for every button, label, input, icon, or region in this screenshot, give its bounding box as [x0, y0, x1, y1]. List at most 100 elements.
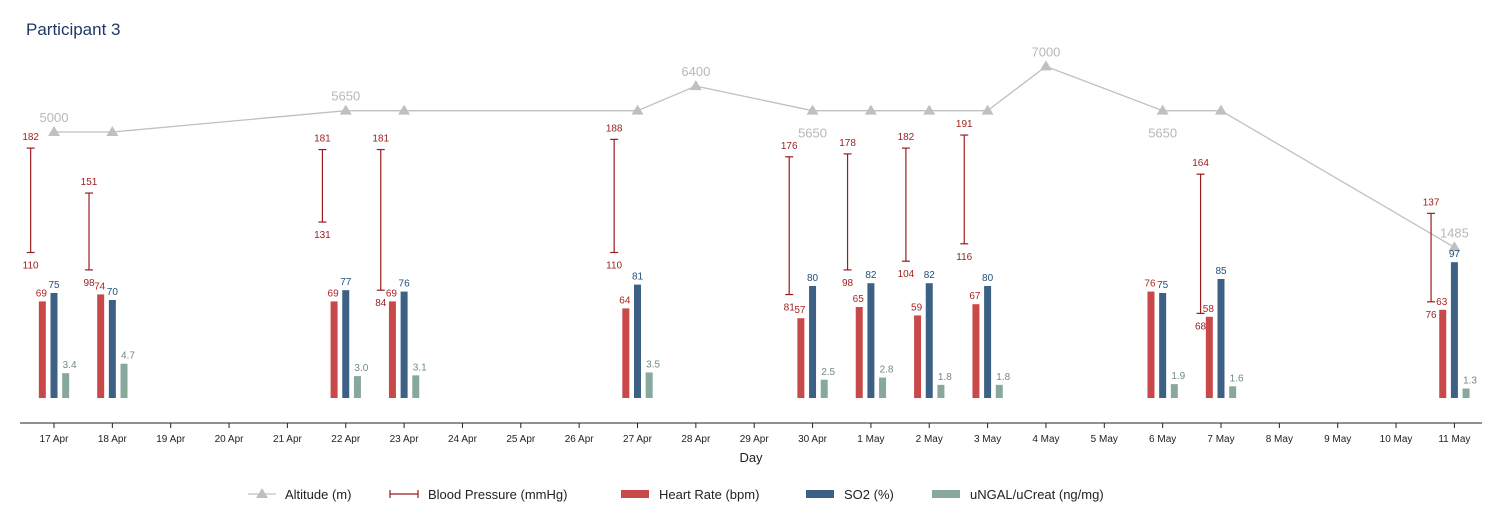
altitude-marker	[398, 104, 411, 115]
bar-so2	[1450, 262, 1458, 398]
bp-systolic-label: 151	[81, 177, 98, 188]
bar-value-label: 76	[399, 279, 411, 290]
bar-so2	[634, 284, 641, 398]
bp-diastolic-label: 110	[23, 261, 39, 272]
altitude-line	[54, 65, 1455, 248]
bp-systolic-label: 182	[22, 132, 39, 143]
x-tick-label: 30 Apr	[798, 434, 828, 445]
altitude-label: 5650	[798, 126, 827, 141]
bp-systolic-label: 182	[898, 132, 915, 143]
x-tick-label: 3 May	[974, 434, 1001, 445]
bar-value-label: 3.0	[354, 363, 368, 374]
bp-diastolic-label: 84	[375, 298, 387, 309]
altitude-label: 5650	[331, 89, 360, 104]
altitude-label: 5650	[1148, 126, 1177, 141]
bp-diastolic-label: 104	[898, 269, 915, 280]
bp-systolic-label: 188	[606, 123, 623, 134]
bar-heart-rate	[388, 301, 396, 398]
bar-ungal	[120, 363, 128, 398]
bar-value-label: 1.3	[1463, 376, 1477, 387]
legend-label: SO2 (%)	[844, 487, 894, 502]
chart-title: Participant 3	[26, 20, 121, 39]
x-tick-label: 4 May	[1032, 434, 1059, 445]
legend-swatch	[621, 490, 649, 498]
bar-value-label: 81	[632, 272, 644, 283]
x-tick-label: 23 Apr	[390, 434, 420, 445]
altitude-label: 6400	[681, 64, 710, 79]
altitude-marker	[923, 104, 936, 115]
bar-value-label: 69	[328, 288, 340, 299]
bar-ungal	[1462, 388, 1470, 398]
altitude-marker	[631, 104, 644, 115]
bar-so2	[867, 283, 875, 398]
bar-heart-rate	[855, 307, 863, 398]
altitude-marker	[981, 104, 994, 115]
x-tick-label: 7 May	[1207, 434, 1234, 445]
bp-diastolic-label: 98	[842, 278, 854, 289]
bp-systolic-label: 164	[1192, 158, 1209, 169]
bp-diastolic-label: 68	[1195, 321, 1207, 332]
bar-ungal	[645, 372, 653, 398]
bar-value-label: 75	[1157, 280, 1169, 291]
altitude-label: 7000	[1031, 44, 1060, 59]
bp-systolic-label: 176	[781, 141, 798, 152]
bar-value-label: 3.4	[63, 360, 77, 371]
bp-systolic-label: 191	[956, 119, 973, 130]
bar-value-label: 2.8	[880, 365, 894, 376]
bar-so2	[400, 291, 408, 398]
bar-ungal	[1229, 386, 1237, 398]
x-tick-label: 19 Apr	[156, 434, 186, 445]
legend-altitude-marker	[256, 488, 268, 498]
bp-diastolic-label: 110	[606, 261, 622, 272]
x-tick-label: 17 Apr	[40, 434, 70, 445]
bar-value-label: 85	[1215, 266, 1227, 277]
x-tick-label: 24 Apr	[448, 434, 478, 445]
x-tick-label: 26 Apr	[565, 434, 595, 445]
bp-diastolic-label: 76	[1425, 310, 1437, 321]
bar-so2	[984, 286, 992, 398]
bp-systolic-label: 137	[1423, 197, 1440, 208]
bar-value-label: 77	[340, 277, 352, 288]
legend-label: Blood Pressure (mmHg)	[428, 487, 567, 502]
bar-value-label: 65	[853, 294, 865, 305]
bar-value-label: 69	[386, 288, 398, 299]
bar-value-label: 1.9	[1171, 371, 1185, 382]
legend-label: Altitude (m)	[285, 487, 351, 502]
bar-heart-rate	[330, 301, 338, 398]
x-tick-label: 22 Apr	[331, 434, 361, 445]
bar-value-label: 3.5	[646, 359, 660, 370]
bar-value-label: 70	[107, 287, 119, 298]
bar-heart-rate	[1439, 309, 1447, 398]
bar-heart-rate	[1147, 291, 1155, 398]
bar-ungal	[937, 384, 945, 398]
bar-value-label: 67	[969, 291, 981, 302]
bar-so2	[925, 283, 933, 398]
bar-value-label: 1.6	[1230, 373, 1244, 384]
bp-diastolic-label: 116	[956, 252, 972, 263]
altitude-label: 5000	[40, 110, 69, 125]
bar-ungal	[879, 377, 887, 398]
bar-heart-rate	[97, 294, 105, 398]
x-tick-label: 6 May	[1149, 434, 1176, 445]
altitude-marker	[48, 126, 60, 136]
bar-ungal	[820, 379, 828, 398]
bar-value-label: 80	[982, 273, 994, 284]
x-tick-label: 20 Apr	[215, 434, 245, 445]
altitude-marker	[1156, 104, 1169, 115]
bar-ungal	[412, 375, 420, 398]
bar-so2	[1159, 293, 1167, 398]
x-tick-label: 10 May	[1380, 434, 1413, 445]
legend-label: uNGAL/uCreat (ng/mg)	[970, 487, 1104, 502]
bar-value-label: 82	[924, 270, 936, 281]
bar-value-label: 82	[865, 270, 877, 281]
legend-swatch	[932, 490, 960, 498]
altitude-marker	[106, 126, 119, 136]
bar-so2	[809, 286, 817, 398]
altitude-marker	[689, 80, 702, 91]
bar-so2	[342, 290, 350, 398]
legend-swatch	[806, 490, 834, 498]
bar-value-label: 1.8	[938, 372, 952, 383]
bar-ungal	[353, 376, 361, 398]
bar-value-label: 3.1	[413, 362, 427, 373]
